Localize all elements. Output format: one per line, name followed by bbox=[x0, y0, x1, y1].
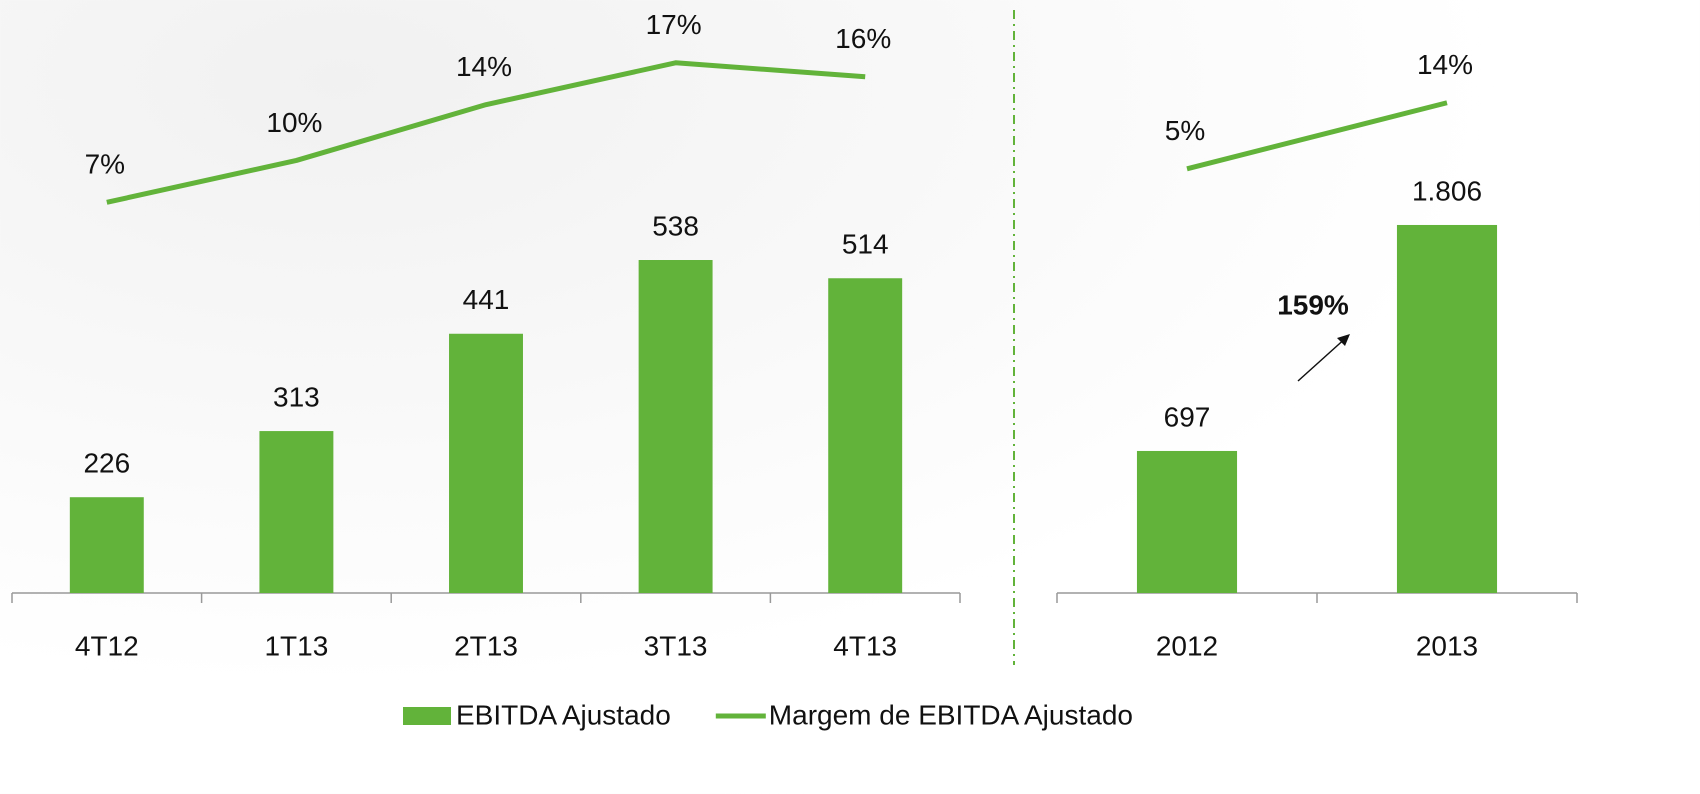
data-label: 538 bbox=[652, 210, 699, 241]
data-label: 14% bbox=[456, 51, 512, 82]
arrow bbox=[1297, 335, 1349, 382]
legend-label: EBITDA Ajustado bbox=[456, 699, 671, 730]
x-tick-label: 1T13 bbox=[264, 630, 328, 661]
data-label: 226 bbox=[83, 448, 130, 479]
bar bbox=[259, 431, 334, 593]
bar bbox=[1136, 450, 1238, 593]
data-label: 14% bbox=[1417, 49, 1473, 80]
legend-swatch bbox=[403, 707, 451, 725]
arrow-head bbox=[1337, 334, 1350, 346]
data-label: 697 bbox=[1164, 401, 1211, 432]
x-tick-label: 4T13 bbox=[833, 630, 897, 661]
data-label: 5% bbox=[1165, 115, 1205, 146]
x-tick-label: 2012 bbox=[1156, 630, 1218, 661]
legend-label: Margem de EBITDA Ajustado bbox=[769, 699, 1133, 730]
data-label: 7% bbox=[85, 149, 125, 180]
x-tick-label: 3T13 bbox=[644, 630, 708, 661]
data-label: 10% bbox=[266, 107, 322, 138]
annotation: 159% bbox=[1277, 289, 1349, 320]
data-label: 441 bbox=[463, 284, 510, 315]
data-label: 17% bbox=[646, 9, 702, 40]
bar bbox=[69, 497, 144, 593]
bar bbox=[828, 278, 903, 593]
x-tick-label: 2T13 bbox=[454, 630, 518, 661]
bar bbox=[638, 260, 713, 593]
data-label: 1.806 bbox=[1412, 175, 1482, 206]
data-label: 313 bbox=[273, 381, 320, 412]
bar bbox=[1396, 224, 1498, 593]
data-label: 16% bbox=[835, 23, 891, 54]
bar bbox=[449, 333, 523, 593]
x-tick-label: 2013 bbox=[1416, 630, 1478, 661]
data-label: 514 bbox=[842, 229, 889, 260]
line bbox=[106, 60, 866, 205]
line bbox=[1186, 100, 1448, 172]
x-tick-label: 4T12 bbox=[75, 630, 139, 661]
